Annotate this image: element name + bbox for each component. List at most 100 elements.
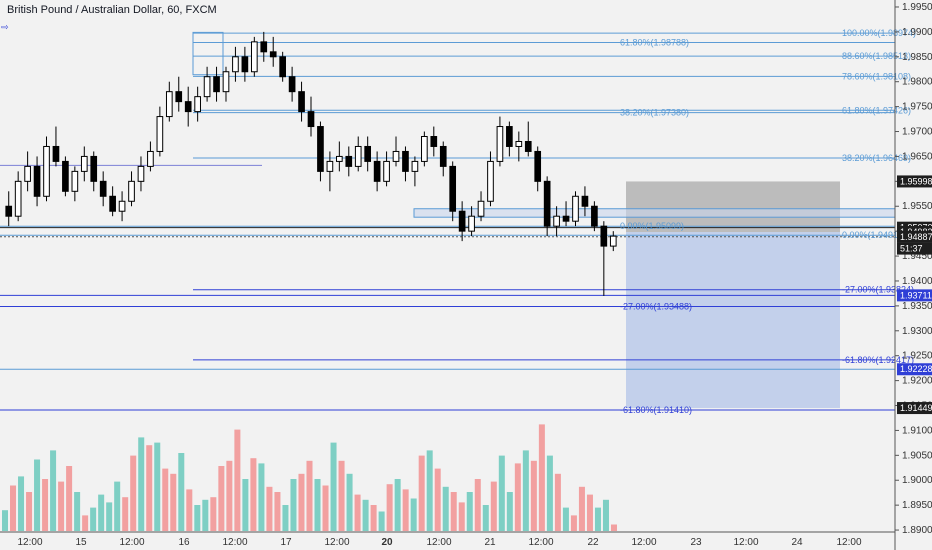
range-box[interactable] [192,31,224,76]
fib-label: 0.00%(1.94919) [842,230,906,240]
candle-body [137,165,145,182]
fib-label: 78.60%(1.98108) [842,71,911,81]
volume-bar [522,450,529,531]
candle-body [109,195,116,212]
candle-body [534,150,542,182]
volume-bar [482,505,489,531]
x-tick-label: 12:00 [324,537,349,548]
candle-body [288,76,296,93]
chart-title: British Pound / Australian Dollar, 60, F… [7,4,217,16]
volume-bar [122,497,129,531]
volume-bar [282,505,289,531]
y-tick-label: 1.98000 [902,77,932,88]
volume-bar [330,442,337,531]
candle-body [33,165,41,197]
candle-body [364,145,372,162]
take-profit-zone[interactable] [626,232,840,409]
candle-body [175,91,183,103]
volume-bar [250,458,257,531]
volume-bar [490,481,497,531]
candle-body [80,155,88,172]
volume-bar [378,511,385,531]
candle-body [279,56,286,78]
candle-body [260,41,268,53]
price-tag [897,363,932,376]
volume-bar [2,510,9,531]
x-tick-label: 15 [75,537,87,548]
volume-bar [234,429,241,531]
candle-body [458,210,466,232]
volume-bar [202,499,209,531]
volume-bar [74,492,81,531]
candle-body [62,160,69,192]
x-tick-label: 12:00 [17,537,42,548]
candle-body [449,165,457,212]
volume-bar [602,499,609,531]
fib-label: 0.00%(1.95099) [620,221,684,231]
volume-bar [34,459,41,531]
candle-body [402,150,409,172]
y-tick-label: 1.92000 [902,376,932,387]
volume-bar [130,455,137,531]
candle-body [600,225,608,247]
price-tag-label: 1.95998 [900,176,932,186]
volume-bar [290,479,297,531]
y-tick-label: 1.99500 [902,2,932,13]
price-tag [897,230,932,243]
candle-body [373,160,381,182]
x-tick-label: 17 [280,537,292,548]
y-tick-label: 1.97000 [902,127,932,138]
y-tick-label: 1.96500 [902,151,932,162]
candle-body [203,76,211,98]
price-tag [897,175,932,188]
volume-bar [570,515,577,531]
y-tick-label: 1.94500 [902,251,932,262]
arrow-right-icon: ⇨ [1,22,9,32]
volume-bar [322,485,329,531]
fib-label: 88.60%(1.98513) [842,51,911,61]
candle-body [90,155,98,182]
price-tag-label: 1.91449 [900,403,932,413]
volume-bar [258,463,265,531]
candle-body [543,180,551,227]
fib-label: 61.80%(1.97426) [842,105,911,115]
candle-body [250,41,258,73]
price-tag [897,289,932,302]
y-tick-label: 1.95500 [902,201,932,212]
price-tag-label: 1.93711 [900,290,932,300]
candle-body [241,56,249,73]
volume-bar [42,479,49,531]
volume-bar [370,505,377,531]
volume-bar [194,505,201,531]
candle-body [99,180,107,197]
candle-body [572,195,579,222]
stop-loss-zone[interactable] [626,181,840,233]
volume-bar [298,473,305,531]
range-box[interactable] [413,208,896,218]
y-tick-label: 1.89000 [902,525,932,536]
volume-bar [450,492,457,531]
fib-label: 38.20%(1.97380) [620,108,689,118]
candle-body [43,145,50,197]
volume-bar [586,494,593,531]
candle-body [439,145,447,167]
candle-body [383,160,390,182]
candle-body [165,91,173,118]
volume-bar [146,445,153,531]
candle-body [147,150,154,167]
volume-bar [410,498,417,531]
volume-bar [114,481,121,531]
volume-bar [98,494,105,531]
price-tag [897,402,932,415]
candle-body [345,155,353,167]
candle-body [298,91,305,113]
x-tick-label: 12:00 [631,537,656,548]
volume-bar [578,486,585,531]
candle-body [128,180,135,202]
volume-bar [178,453,185,531]
fib-label: 61.80%(1.98788) [620,37,689,47]
volume-bar [162,468,169,531]
price-tag-label: 1.94887 [900,232,932,242]
volume-bar [242,479,249,531]
